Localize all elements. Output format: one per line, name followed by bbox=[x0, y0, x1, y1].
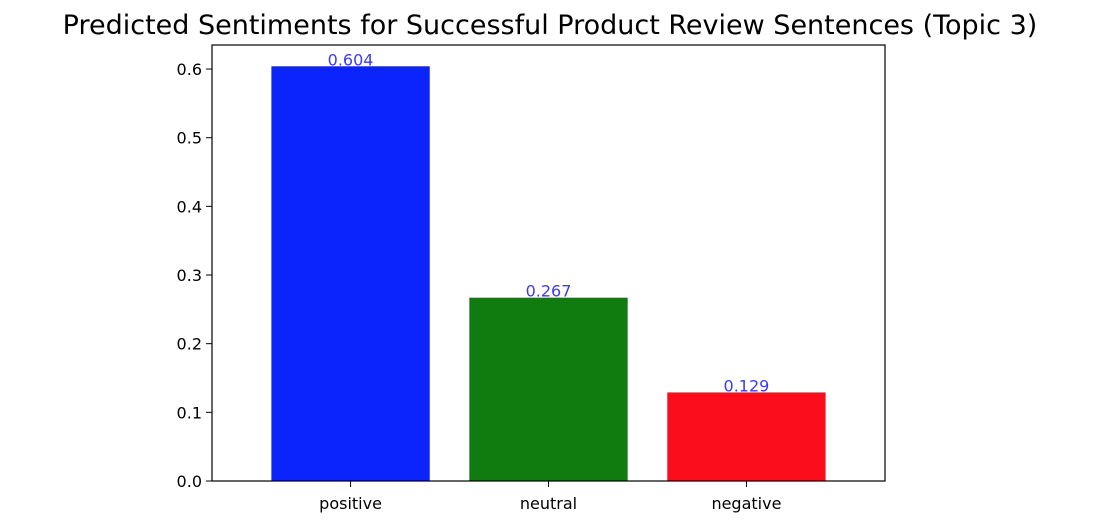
y-tick-label: 0.6 bbox=[177, 60, 202, 79]
y-tick-label: 0.3 bbox=[177, 266, 202, 285]
y-tick-label: 0.2 bbox=[177, 335, 202, 354]
plot-frame bbox=[211, 44, 886, 482]
x-tick-label-negative: negative bbox=[711, 494, 781, 513]
y-axis: 0.0 0.1 0.2 0.3 0.4 0.5 0.6 bbox=[177, 60, 212, 491]
chart-title: Predicted Sentiments for Successful Prod… bbox=[63, 10, 1038, 41]
x-tick-label-neutral: neutral bbox=[520, 494, 577, 513]
y-tick-label: 0.1 bbox=[177, 403, 202, 422]
bar-negative bbox=[667, 392, 826, 481]
x-axis: positive neutral negative bbox=[319, 481, 781, 513]
data-labels: 0.604 0.267 0.129 bbox=[328, 50, 770, 395]
bar-neutral bbox=[469, 297, 628, 481]
bar-positive bbox=[271, 66, 430, 482]
y-tick-label: 0.0 bbox=[177, 472, 202, 491]
bar-series bbox=[271, 66, 826, 482]
x-tick-label-positive: positive bbox=[319, 494, 382, 513]
y-tick-label: 0.5 bbox=[177, 129, 202, 148]
data-label-negative: 0.129 bbox=[724, 376, 770, 395]
data-label-positive: 0.604 bbox=[328, 50, 374, 69]
y-tick-label: 0.4 bbox=[177, 197, 202, 216]
data-label-neutral: 0.267 bbox=[526, 282, 572, 301]
